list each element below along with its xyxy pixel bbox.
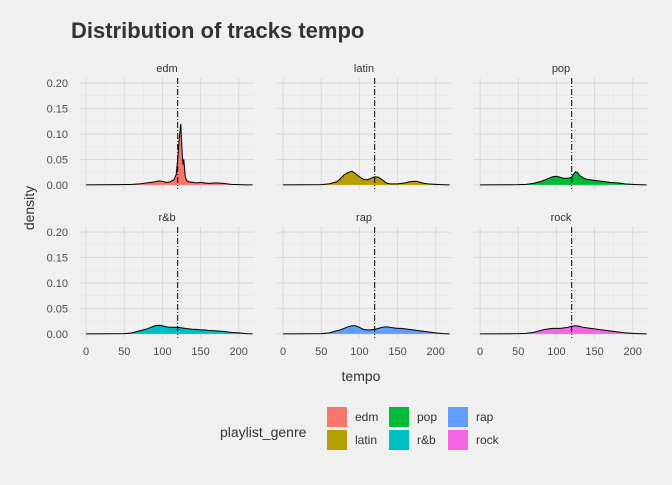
y-tick-label: 0.20 — [47, 227, 68, 239]
x-tick-label: 150 — [388, 346, 406, 358]
x-tick-label: 100 — [547, 346, 565, 358]
legend-swatch — [389, 407, 409, 427]
x-tick-label: 200 — [230, 346, 248, 358]
x-tick-label: 150 — [585, 346, 603, 358]
density-area-rb — [86, 325, 253, 334]
y-tick-label: 0.15 — [47, 253, 68, 265]
facet-strip-label: rap — [356, 212, 372, 224]
legend: playlist_genre edm latin pop r&b rap rock — [220, 407, 500, 450]
facet-panel-rock: rock 0 50 100 150 200 — [474, 212, 648, 358]
x-axis-label: tempo — [342, 368, 381, 384]
density-area-rock — [480, 325, 647, 334]
x-tick-label: 150 — [191, 346, 209, 358]
facet-panels: edm 0.00 0.05 0.10 0.15 0.20 latin pop r&b 0.00 0.… — [47, 63, 648, 358]
x-tick-label: 200 — [427, 346, 445, 358]
x-tick-label: 200 — [624, 346, 642, 358]
facet-strip-label: pop — [552, 63, 570, 75]
chart-title: Distribution of tracks tempo — [71, 18, 364, 43]
density-line — [283, 170, 450, 186]
y-tick-label: 0.05 — [47, 303, 68, 315]
x-tick-label: 0 — [83, 346, 89, 358]
legend-label: rock — [476, 433, 500, 447]
legend-item-edm: edm — [327, 407, 378, 427]
facet-panel-latin: latin — [277, 63, 451, 189]
density-area-latin — [283, 171, 450, 185]
x-tick-label: 100 — [153, 346, 171, 358]
legend-label: rap — [476, 410, 494, 424]
y-tick-label: 0.05 — [47, 154, 68, 166]
legend-label: edm — [355, 410, 378, 424]
facet-strip-label: latin — [354, 63, 374, 75]
legend-swatch — [389, 430, 409, 450]
legend-item-latin: latin — [327, 430, 377, 450]
facet-panel-pop: pop — [474, 63, 648, 189]
density-line — [480, 325, 647, 335]
facet-strip-label: r&b — [158, 212, 175, 224]
y-tick-label: 0.00 — [47, 329, 68, 341]
legend-swatch — [327, 430, 347, 450]
y-tick-label: 0.20 — [47, 78, 68, 90]
legend-label: r&b — [417, 433, 436, 447]
facet-strip-label: edm — [156, 63, 177, 75]
legend-swatch — [448, 407, 468, 427]
legend-item-rap: rap — [448, 407, 494, 427]
y-tick-label: 0.15 — [47, 104, 68, 116]
x-tick-label: 0 — [477, 346, 483, 358]
facet-strip-label: rock — [551, 212, 572, 224]
density-line — [480, 171, 647, 186]
x-tick-label: 50 — [315, 346, 327, 358]
legend-item-rb: r&b — [389, 430, 436, 450]
legend-label: pop — [417, 410, 437, 424]
facet-panel-rap: rap 0 50 100 150 200 — [277, 212, 451, 358]
y-tick-label: 0.10 — [47, 129, 68, 141]
y-tick-label: 0.10 — [47, 278, 68, 290]
x-tick-label: 0 — [280, 346, 286, 358]
legend-swatch — [448, 430, 468, 450]
legend-item-rock: rock — [448, 430, 500, 450]
x-tick-label: 50 — [512, 346, 524, 358]
legend-title: playlist_genre — [220, 424, 307, 440]
legend-swatch — [327, 407, 347, 427]
legend-label: latin — [355, 433, 377, 447]
x-tick-label: 50 — [118, 346, 130, 358]
y-tick-label: 0.00 — [47, 180, 68, 192]
legend-item-pop: pop — [389, 407, 437, 427]
facet-panel-rb: r&b 0.00 0.05 0.10 0.15 0.20 0 50 100 150 200 — [47, 212, 254, 358]
legend-items: edm latin pop r&b rap rock — [327, 407, 500, 450]
facet-panel-edm: edm 0.00 0.05 0.10 0.15 0.20 — [47, 63, 254, 192]
density-line — [86, 123, 253, 186]
x-tick-label: 100 — [350, 346, 368, 358]
y-axis-label: density — [21, 186, 37, 230]
